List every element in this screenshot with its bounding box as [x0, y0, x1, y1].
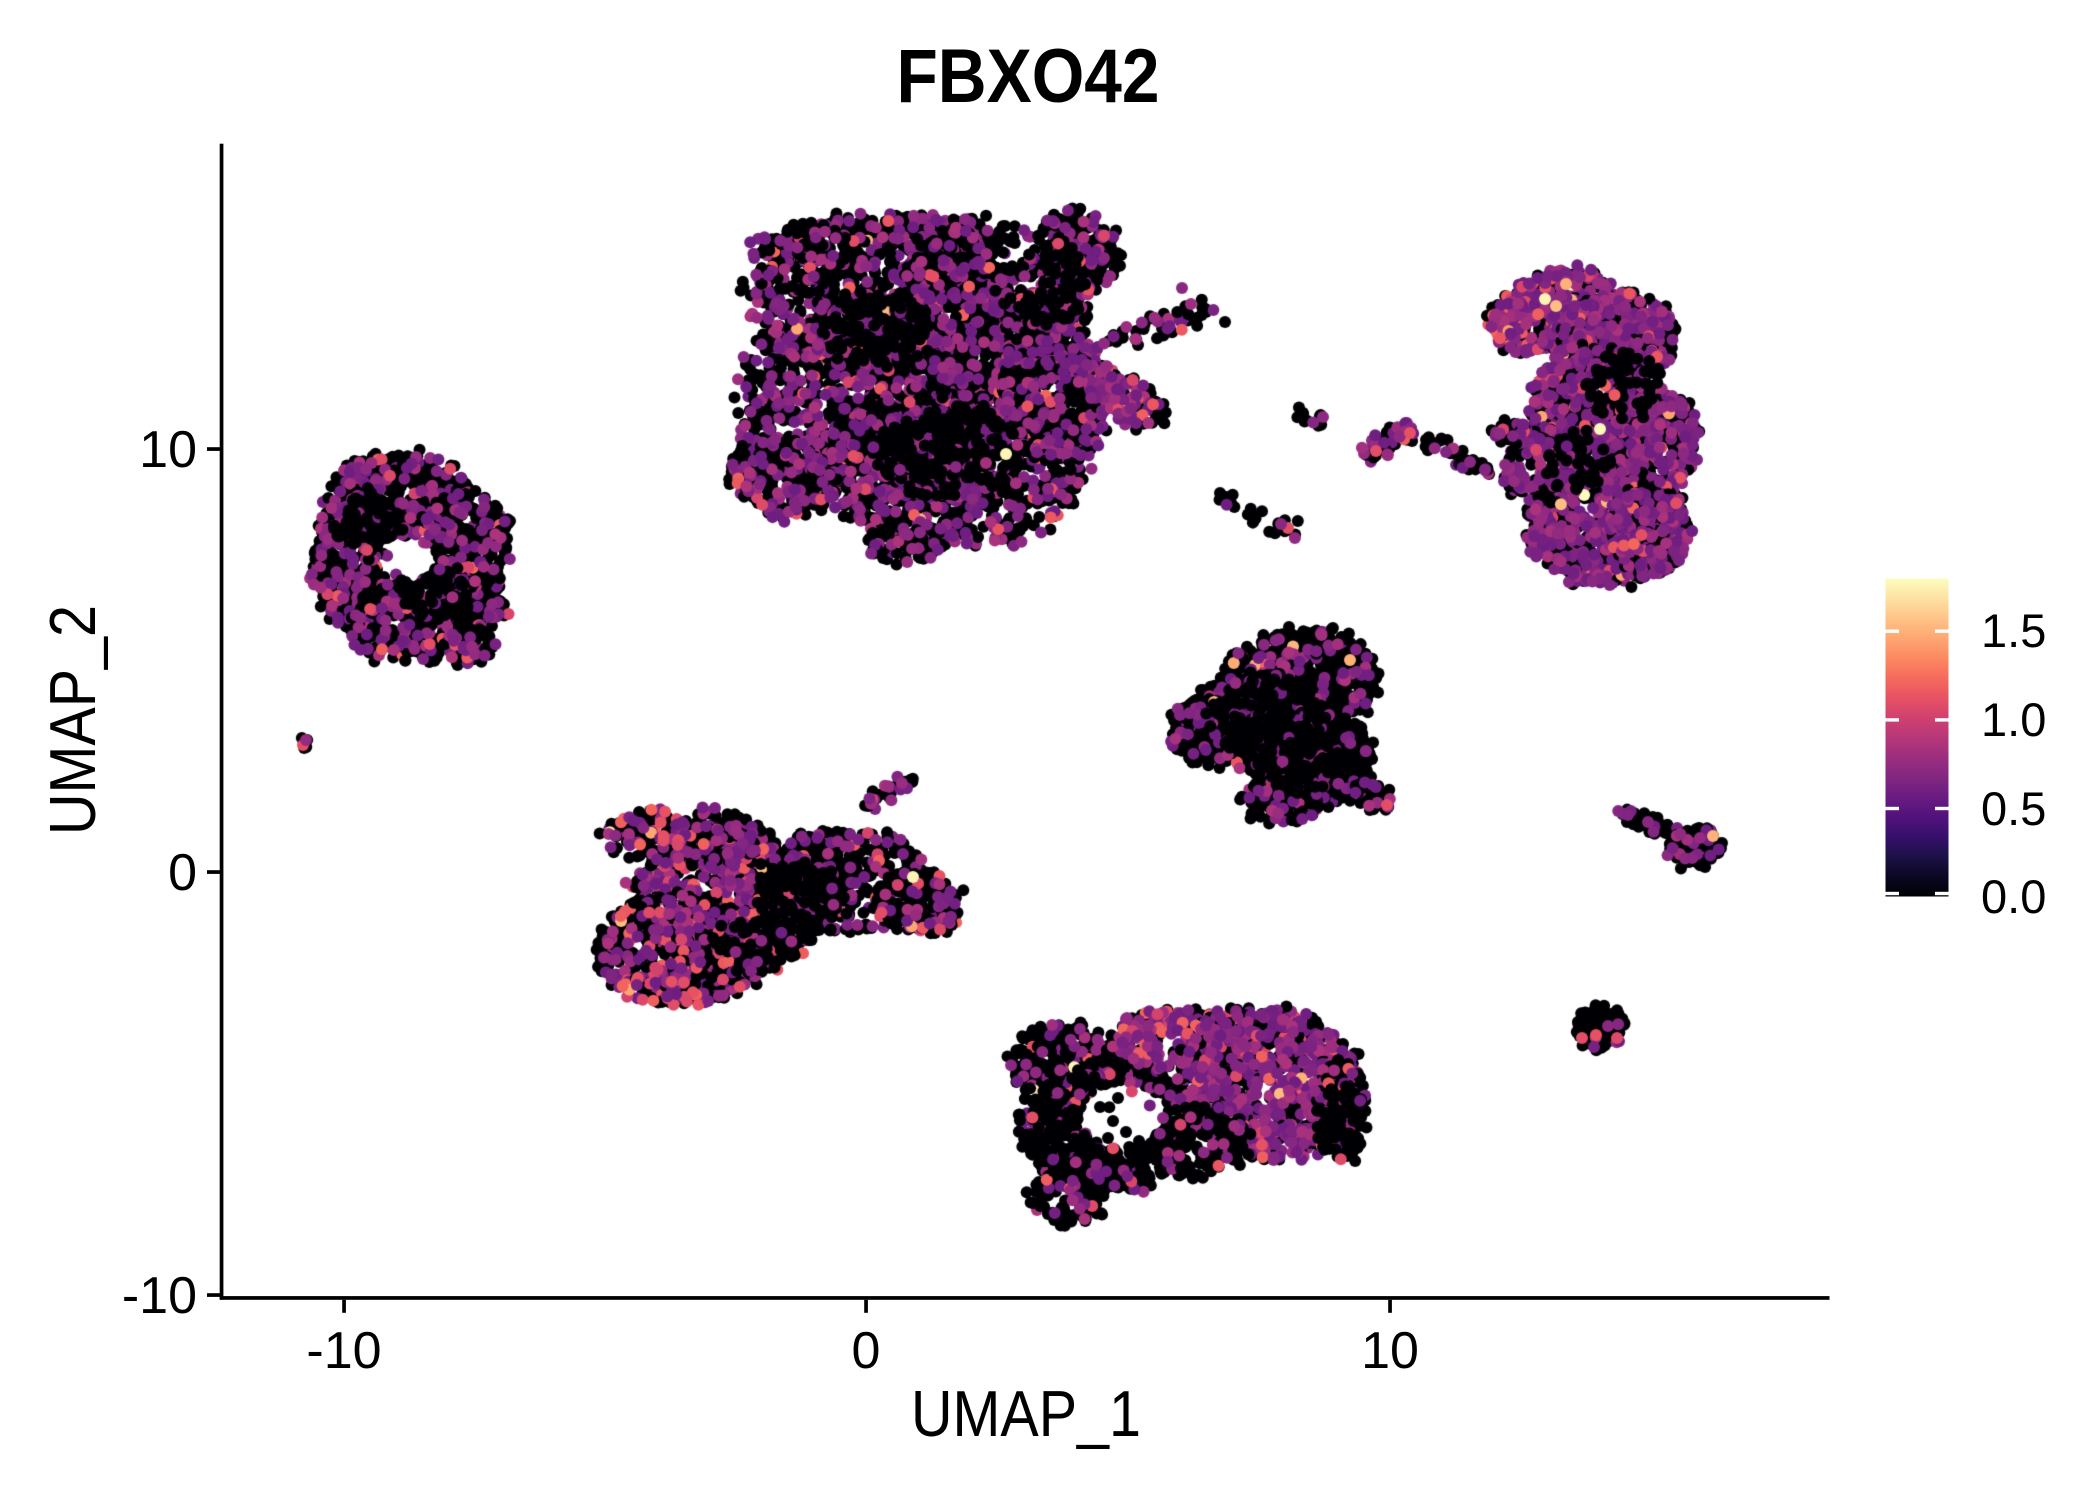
svg-text:0.0: 0.0: [1981, 870, 2046, 923]
svg-text:10: 10: [139, 421, 197, 479]
svg-text:1.5: 1.5: [1981, 604, 2046, 657]
svg-text:0: 0: [168, 844, 197, 902]
svg-text:10: 10: [1361, 1322, 1419, 1380]
svg-text:FBXO42: FBXO42: [897, 34, 1160, 119]
svg-text:UMAP_1: UMAP_1: [911, 1377, 1141, 1450]
svg-text:0: 0: [852, 1322, 881, 1380]
svg-text:1.0: 1.0: [1981, 693, 2046, 746]
svg-text:UMAP_2: UMAP_2: [36, 605, 109, 835]
svg-text:-10: -10: [306, 1322, 381, 1380]
svg-text:0.5: 0.5: [1981, 782, 2046, 835]
svg-text:-10: -10: [122, 1267, 197, 1325]
